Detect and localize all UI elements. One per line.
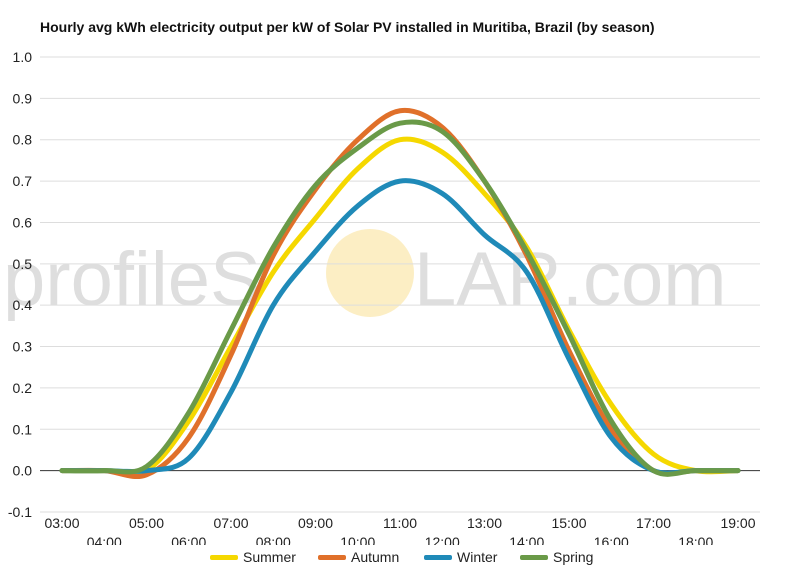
line-chart: -0.1 0.0 0.1 0.2 0.3 0.4 0.5 0.6 0.7 0.8 0.9 1.0 03… xyxy=(8,49,760,545)
legend-label: Winter xyxy=(457,549,498,565)
legend-swatch xyxy=(424,554,452,560)
y-tick-label: 0.9 xyxy=(13,90,33,106)
x-tick-label: 17:00 xyxy=(636,515,671,531)
y-axis-ticks: -0.1 0.0 0.1 0.2 0.3 0.4 0.5 0.6 0.7 0.8 0.9 1.0 xyxy=(8,49,32,520)
x-tick-label: 14:00 xyxy=(509,534,544,545)
x-tick-label: 10:00 xyxy=(340,534,375,545)
legend-swatch xyxy=(318,554,346,560)
x-tick-label: 18:00 xyxy=(678,534,713,545)
y-tick-label: 1.0 xyxy=(13,49,33,65)
y-tick-label: 0.4 xyxy=(13,297,33,313)
y-tick-label: 0.1 xyxy=(13,421,33,437)
y-tick-label: -0.1 xyxy=(8,504,32,520)
legend-item-summer[interactable]: Summer xyxy=(210,549,296,565)
x-tick-label: 05:00 xyxy=(129,515,164,531)
chart-title: Hourly avg kWh electricity output per kW… xyxy=(40,19,655,35)
x-tick-label: 11:00 xyxy=(383,515,417,531)
x-tick-label: 13:00 xyxy=(467,515,502,531)
y-tick-label: 0.2 xyxy=(13,380,33,396)
legend-label: Summer xyxy=(243,549,296,565)
y-tick-label: 0.8 xyxy=(13,132,33,148)
series-line-autumn xyxy=(59,107,741,480)
series-line-summer xyxy=(59,136,741,477)
legend-swatch xyxy=(520,554,548,560)
legend-label: Autumn xyxy=(351,549,400,565)
legend: Summer Autumn Winter Spring xyxy=(0,549,800,569)
watermark-text-right: LAR.com xyxy=(414,237,727,322)
x-tick-label: 07:00 xyxy=(213,515,248,531)
x-tick-label: 04:00 xyxy=(87,534,122,545)
x-tick-label: 12:00 xyxy=(425,534,460,545)
x-tick-label: 03:00 xyxy=(44,515,79,531)
x-axis-ticks: 03:00 04:00 05:00 06:00 07:00 08:00 09:00 10:00… xyxy=(44,515,755,545)
x-tick-label: 19:00 xyxy=(720,515,755,531)
x-tick-label: 09:00 xyxy=(298,515,333,531)
y-tick-label: 0.6 xyxy=(13,214,33,230)
y-tick-label: 0.3 xyxy=(13,339,33,355)
legend-item-autumn[interactable]: Autumn xyxy=(318,549,399,565)
x-tick-label: 08:00 xyxy=(256,534,291,545)
gridlines xyxy=(40,56,760,513)
series-line-winter xyxy=(59,178,741,476)
y-tick-label: 0.7 xyxy=(13,173,33,189)
x-tick-label: 15:00 xyxy=(551,515,586,531)
x-tick-label: 06:00 xyxy=(171,534,206,545)
series-lines xyxy=(59,107,741,480)
legend-item-spring[interactable]: Spring xyxy=(520,549,593,565)
series-line-spring xyxy=(59,119,741,477)
x-tick-label: 16:00 xyxy=(594,534,629,545)
watermark-text-left: profileS xyxy=(3,237,261,322)
y-tick-label: 0.0 xyxy=(13,463,33,479)
y-tick-label: 0.5 xyxy=(13,256,33,272)
legend-item-winter[interactable]: Winter xyxy=(424,549,497,565)
watermark-sun-icon xyxy=(326,229,414,317)
legend-swatch xyxy=(210,554,238,560)
legend-label: Spring xyxy=(553,549,594,565)
